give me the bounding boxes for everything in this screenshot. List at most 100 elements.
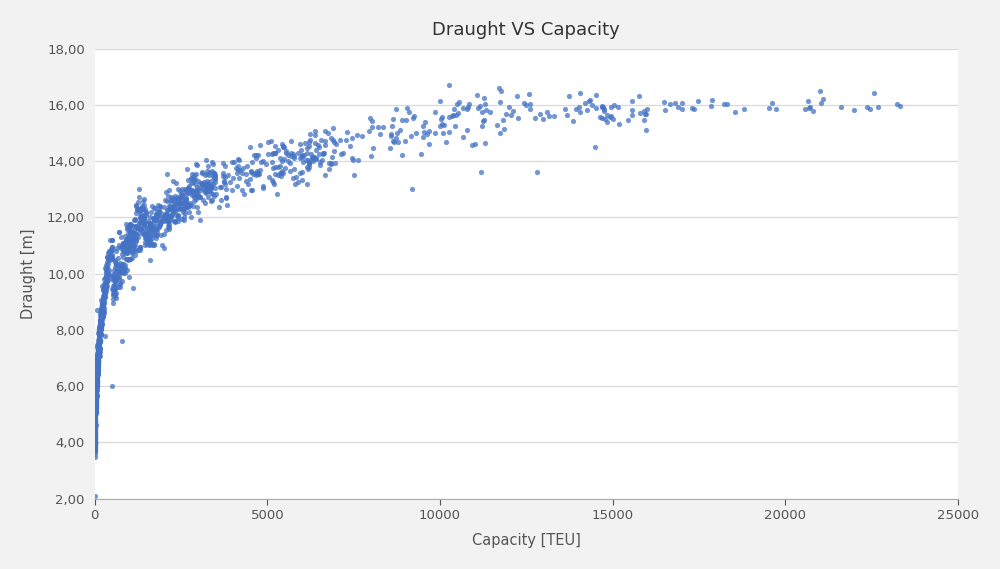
- Point: [88, 401, 104, 410]
- Point: [370, 122, 386, 131]
- Point: [88, 382, 104, 391]
- Point: [92, 336, 108, 345]
- Point: [535, 114, 551, 123]
- Point: [87, 413, 103, 422]
- Point: [476, 93, 492, 102]
- Point: [229, 168, 245, 178]
- Point: [89, 357, 105, 366]
- Point: [522, 105, 538, 114]
- Point: [632, 108, 648, 117]
- Point: [87, 432, 103, 442]
- Point: [91, 349, 107, 358]
- Point: [133, 205, 149, 215]
- Point: [102, 255, 118, 265]
- Point: [146, 216, 162, 225]
- Point: [92, 329, 108, 339]
- Point: [448, 110, 464, 119]
- Point: [88, 378, 104, 387]
- Point: [89, 365, 105, 374]
- Point: [88, 407, 104, 416]
- Point: [253, 158, 269, 167]
- Point: [92, 337, 108, 346]
- Point: [90, 342, 106, 351]
- Point: [88, 376, 104, 385]
- Point: [88, 402, 104, 411]
- Point: [89, 369, 105, 378]
- Point: [90, 343, 106, 352]
- Point: [118, 237, 134, 246]
- Point: [151, 207, 167, 216]
- Point: [104, 236, 120, 245]
- Point: [862, 105, 878, 114]
- Point: [332, 136, 348, 145]
- Point: [244, 158, 260, 167]
- Point: [249, 166, 265, 175]
- Point: [141, 232, 157, 241]
- Point: [170, 196, 186, 205]
- Point: [93, 324, 109, 333]
- Point: [87, 439, 103, 448]
- Point: [88, 386, 104, 395]
- Point: [178, 199, 194, 208]
- Point: [94, 304, 110, 314]
- Point: [307, 126, 323, 135]
- Point: [516, 98, 532, 108]
- Point: [719, 99, 735, 108]
- Point: [87, 415, 103, 424]
- Point: [180, 175, 196, 184]
- Point: [383, 132, 399, 141]
- Point: [224, 158, 240, 167]
- Point: [137, 217, 153, 226]
- Point: [892, 101, 908, 110]
- Point: [162, 201, 178, 211]
- Point: [89, 377, 105, 386]
- Point: [97, 291, 113, 300]
- Point: [114, 259, 130, 269]
- Point: [91, 337, 107, 347]
- Point: [142, 236, 158, 245]
- Point: [91, 344, 107, 353]
- Point: [200, 192, 216, 201]
- Point: [166, 205, 182, 214]
- Point: [716, 100, 732, 109]
- Point: [89, 373, 105, 382]
- Point: [87, 400, 103, 409]
- Point: [304, 155, 320, 164]
- Point: [107, 279, 123, 288]
- Point: [449, 100, 465, 109]
- Point: [299, 179, 315, 188]
- Point: [142, 238, 158, 247]
- Point: [95, 286, 111, 295]
- Point: [171, 204, 187, 213]
- Point: [141, 218, 157, 228]
- Point: [345, 156, 361, 165]
- Point: [96, 282, 112, 291]
- Point: [111, 262, 127, 271]
- Point: [119, 266, 135, 275]
- Point: [94, 307, 110, 316]
- Point: [559, 111, 575, 120]
- Point: [87, 410, 103, 419]
- Point: [244, 185, 260, 195]
- Point: [88, 373, 104, 382]
- Point: [127, 229, 143, 238]
- Point: [133, 217, 149, 226]
- Point: [93, 329, 109, 339]
- Point: [160, 221, 176, 230]
- Title: Draught VS Capacity: Draught VS Capacity: [432, 21, 620, 39]
- Point: [128, 200, 144, 209]
- Point: [88, 409, 104, 418]
- Point: [87, 432, 103, 441]
- Point: [164, 210, 180, 219]
- Point: [149, 230, 165, 240]
- Point: [196, 178, 212, 187]
- Point: [88, 402, 104, 411]
- Point: [270, 145, 286, 154]
- Point: [155, 213, 171, 222]
- Point: [190, 208, 206, 217]
- Point: [92, 322, 108, 331]
- Point: [88, 386, 104, 395]
- Point: [98, 271, 114, 281]
- Point: [116, 246, 132, 255]
- Point: [104, 254, 120, 263]
